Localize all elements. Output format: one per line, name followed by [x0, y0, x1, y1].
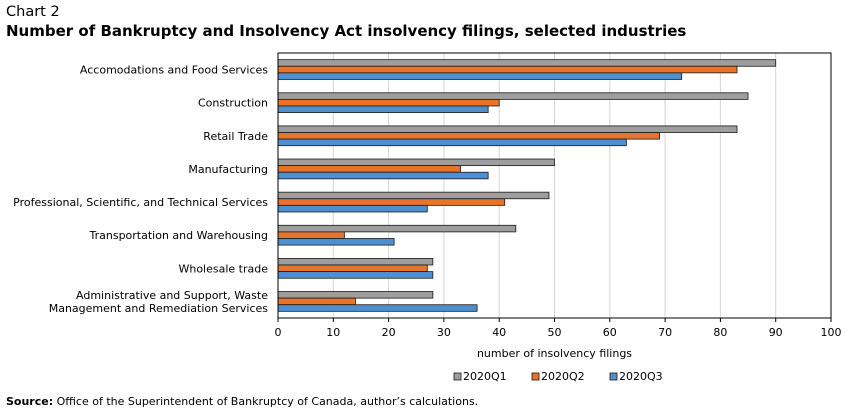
bar-2020q1-1 — [277, 92, 749, 100]
bar-2020q2-1 — [277, 98, 500, 107]
category-label: Professional, Scientific, and Technical … — [13, 196, 268, 209]
chart-title: Number of Bankruptcy and Insolvency Act … — [6, 22, 687, 40]
bar-2020q3-2 — [277, 138, 627, 147]
category-label: Accomodations and Food Services — [80, 64, 268, 77]
x-tick-label: 70 — [658, 326, 672, 339]
bar-2020q2-4 — [277, 198, 506, 206]
category-label: Manufacturing — [188, 163, 268, 176]
x-tick-label: 30 — [437, 326, 451, 339]
bar-2020q1-5 — [277, 224, 517, 233]
source-label: Source: — [6, 395, 54, 408]
legend-label-2020q2: 2020Q2 — [541, 370, 585, 383]
x-tick-label: 40 — [492, 326, 506, 339]
x-tick-label: 0 — [275, 326, 282, 339]
category-label: Administrative and Support, Waste — [76, 289, 268, 302]
x-tick-label: 50 — [548, 326, 562, 339]
category-label: Retail Trade — [203, 130, 268, 143]
category-label: Wholesale trade — [178, 262, 268, 275]
bar-2020q1-2 — [277, 125, 738, 133]
bar-2020q2-5 — [277, 231, 345, 239]
category-label: Construction — [198, 97, 268, 110]
source-note: Source: Office of the Superintendent of … — [6, 395, 478, 408]
category-label: Management and Remediation Services — [49, 302, 269, 315]
legend-label-2020q3: 2020Q3 — [619, 370, 663, 383]
bar-2020q3-1 — [277, 105, 489, 113]
legend-swatch-2020q3 — [609, 372, 618, 381]
bar-2020q1-4 — [277, 191, 550, 200]
bar-2020q2-2 — [277, 132, 660, 140]
bar-2020q1-6 — [277, 258, 434, 266]
legend-swatch-2020q2 — [531, 372, 540, 381]
legend-swatch-2020q1 — [453, 372, 462, 381]
x-tick-label: 20 — [382, 326, 396, 339]
bar-2020q1-0 — [277, 59, 777, 67]
x-tick-label: 100 — [821, 326, 842, 339]
category-label: Transportation and Warehousing — [89, 229, 269, 242]
legend-label-2020q1: 2020Q1 — [463, 370, 507, 383]
x-tick-label: 80 — [713, 326, 727, 339]
bar-2020q3-3 — [277, 171, 489, 180]
bar-2020q3-7 — [277, 304, 478, 312]
chart-number: Chart 2 — [6, 4, 60, 20]
bar-2020q1-7 — [277, 291, 434, 299]
x-axis-label: number of insolvency filings — [477, 347, 632, 360]
bar-2020q1-3 — [277, 158, 555, 167]
source-text: Office of the Superintendent of Bankrupt… — [53, 395, 479, 408]
x-tick-label: 90 — [769, 326, 783, 339]
bar-2020q2-0 — [277, 65, 738, 74]
x-tick-label: 60 — [603, 326, 617, 339]
bar-2020q2-7 — [277, 297, 356, 306]
bar-2020q3-6 — [277, 271, 434, 279]
x-tick-label: 10 — [326, 326, 340, 339]
bar-2020q3-4 — [277, 204, 428, 213]
bar-2020q3-5 — [277, 238, 395, 246]
bar-2020q3-0 — [277, 72, 683, 80]
bar-2020q2-6 — [277, 264, 428, 273]
bar-2020q2-3 — [277, 165, 461, 173]
